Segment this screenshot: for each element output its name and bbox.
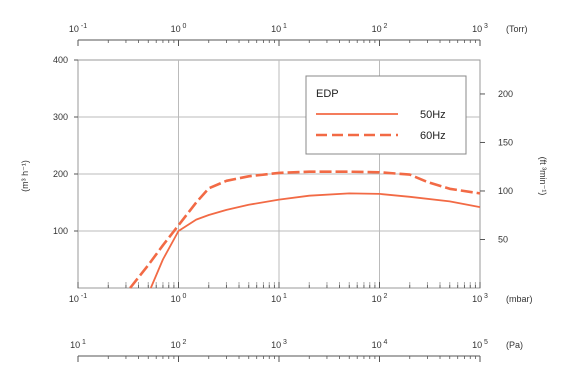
axis-tick-label: 10 -1 <box>69 23 87 34</box>
axis-tick-label: 10 1 <box>70 339 86 350</box>
left-tick-label: 100 <box>53 226 68 236</box>
axis-tick-label: 10 1 <box>271 293 287 304</box>
tick-base: 10 <box>372 294 382 304</box>
tick-exponent: 1 <box>80 339 86 346</box>
tick-base: 10 <box>69 294 79 304</box>
left-tick-label: 200 <box>53 169 68 179</box>
axis-tick-label: 10 5 <box>472 339 488 350</box>
tick-base: 10 <box>271 340 281 350</box>
axis-tick-label: 10 4 <box>372 339 388 350</box>
tick-base: 10 <box>472 24 482 34</box>
tick-exponent: -1 <box>79 23 87 30</box>
top-torr-axis: 10 -1 10 0 10 1 10 2 10 3 (Torr) <box>69 23 528 46</box>
axis-tick-label: 10 3 <box>472 23 488 34</box>
tick-exponent: 2 <box>181 339 187 346</box>
right-tick-label: 100 <box>498 186 513 196</box>
tick-base: 10 <box>271 24 281 34</box>
left-y-axis: 100 200 300 400 <box>53 55 78 236</box>
mbar-axis: 10 -1 10 0 10 1 10 2 10 3 (mbar) <box>69 282 533 304</box>
left-tick-label: 300 <box>53 112 68 122</box>
pa-axis: 10 1 10 2 10 3 10 4 10 5 (Pa) <box>70 339 523 362</box>
legend: EDP 50Hz 60Hz <box>305 75 467 155</box>
axis-unit-label: (mbar) <box>506 294 533 304</box>
tick-base: 10 <box>472 294 482 304</box>
axis-tick-label: 10 2 <box>372 23 388 34</box>
tick-exponent: 2 <box>382 23 388 30</box>
axis-unit-label: (Torr) <box>506 24 528 34</box>
left-axis-title: (m³ h⁻¹) <box>20 160 30 192</box>
legend-label-50hz: 50Hz <box>420 109 446 121</box>
tick-base: 10 <box>271 294 281 304</box>
right-tick-label: 200 <box>498 89 513 99</box>
legend-label-60hz: 60Hz <box>420 130 446 142</box>
axis-tick-label: 10 0 <box>171 23 187 34</box>
series-line-60hz <box>129 170 481 289</box>
tick-exponent: 1 <box>281 293 287 300</box>
tick-exponent: 0 <box>181 293 187 300</box>
axis-tick-label: 10 0 <box>171 293 187 304</box>
tick-exponent: 2 <box>382 293 388 300</box>
tick-base: 10 <box>171 24 181 34</box>
axis-tick-label: 10 -1 <box>69 293 87 304</box>
series-line-50hz <box>149 192 481 289</box>
tick-exponent: 3 <box>482 23 488 30</box>
left-tick-label: 400 <box>53 55 68 65</box>
tick-base: 10 <box>472 340 482 350</box>
tick-exponent: 4 <box>382 339 388 346</box>
right-axis-title: (ft ³min⁻¹) <box>538 157 548 196</box>
legend-title: EDP <box>316 88 339 100</box>
tick-exponent: 0 <box>181 23 187 30</box>
series-lines <box>129 170 481 289</box>
tick-base: 10 <box>372 340 382 350</box>
tick-exponent: 5 <box>482 339 488 346</box>
tick-base: 10 <box>69 24 79 34</box>
tick-base: 10 <box>372 24 382 34</box>
axis-tick-label: 10 3 <box>271 339 287 350</box>
tick-base: 10 <box>171 294 181 304</box>
axis-tick-label: 10 1 <box>271 23 287 34</box>
right-tick-label: 50 <box>498 234 508 244</box>
right-y-axis: 50 100 150 200 <box>480 89 513 244</box>
legend-box <box>305 75 467 155</box>
axis-tick-label: 10 2 <box>372 293 388 304</box>
tick-exponent: 3 <box>281 339 287 346</box>
axis-tick-label: 10 2 <box>171 339 187 350</box>
axis-unit-label: (Pa) <box>506 340 523 350</box>
tick-base: 10 <box>70 340 80 350</box>
tick-exponent: -1 <box>79 293 87 300</box>
axis-tick-label: 10 3 <box>472 293 488 304</box>
tick-base: 10 <box>171 340 181 350</box>
tick-exponent: 3 <box>482 293 488 300</box>
tick-exponent: 1 <box>281 23 287 30</box>
right-tick-label: 150 <box>498 137 513 147</box>
